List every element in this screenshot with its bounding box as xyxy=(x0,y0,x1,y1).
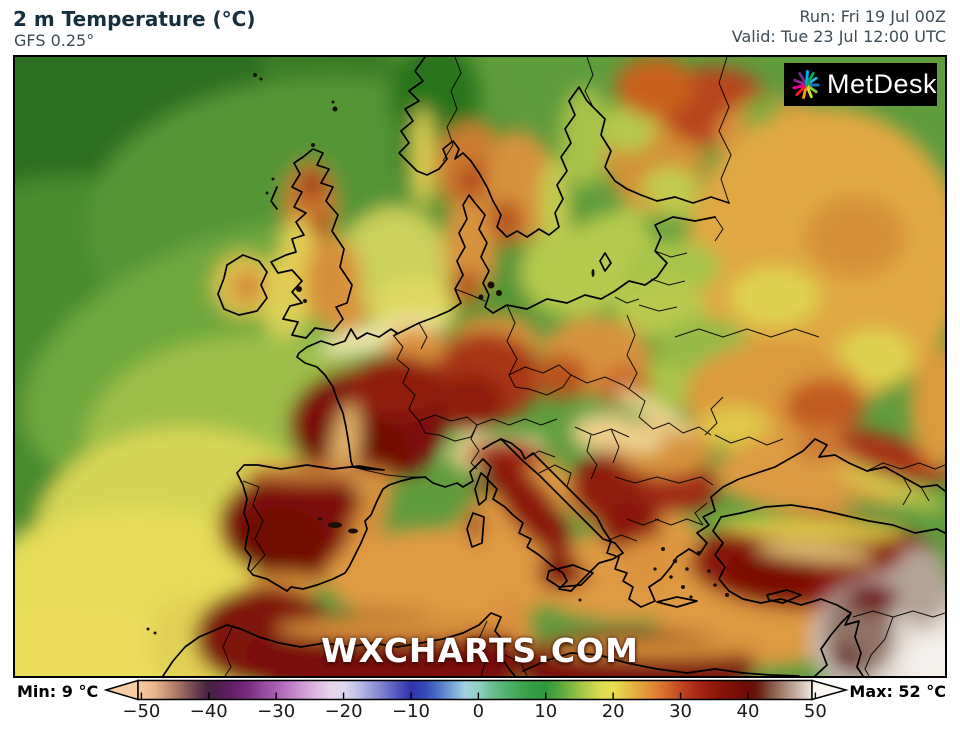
model-label: GFS 0.25° xyxy=(14,31,95,50)
colorbar-tick-label: −50 xyxy=(122,701,161,722)
colorbar-tick-label: 10 xyxy=(534,701,558,722)
max-temperature-label: Max: 52 °C xyxy=(849,682,946,701)
colorbar-tick-label: 20 xyxy=(601,701,625,722)
colorbar-gradient-bar xyxy=(137,679,813,701)
colorbar-tick-labels: −50 −40 −30 −20 −10 0 10 20 30 40 50 xyxy=(100,701,852,727)
min-temperature-label: Min: 9 °C xyxy=(17,682,99,701)
temperature-colorbar xyxy=(103,679,849,701)
wxcharts-watermark: WXCHARTS.COM xyxy=(321,631,639,670)
colorbar-right-arrow xyxy=(811,679,849,701)
temperature-field xyxy=(15,57,945,676)
temperature-field-svg xyxy=(15,57,945,676)
metdesk-starburst-icon xyxy=(792,69,820,99)
colorbar-tick-label: 50 xyxy=(803,701,827,722)
colorbar-ticks xyxy=(140,692,817,699)
colorbar-tick-label: 0 xyxy=(472,701,485,722)
colorbar-tick-label: −30 xyxy=(257,701,296,722)
colorbar-left-arrow xyxy=(103,679,139,701)
colorbar-tick-label: −20 xyxy=(324,701,363,722)
coastlines xyxy=(162,57,945,676)
colorbar-tick-label: 40 xyxy=(736,701,760,722)
page-title: 2 m Temperature (°C) xyxy=(13,7,256,31)
colorbar-tick-label: −40 xyxy=(189,701,228,722)
colorbar-tick-label: 30 xyxy=(669,701,693,722)
valid-time-label: Valid: Tue 23 Jul 12:00 UTC xyxy=(731,27,946,46)
run-time-label: Run: Fri 19 Jul 00Z xyxy=(799,7,946,26)
colorbar-tick-label: −10 xyxy=(391,701,430,722)
europe-temperature-map: MetDesk WXCHARTS.COM xyxy=(13,55,947,678)
metdesk-logo-text: MetDesk xyxy=(826,69,937,99)
country-borders xyxy=(222,57,945,676)
metdesk-logo: MetDesk xyxy=(784,63,937,106)
